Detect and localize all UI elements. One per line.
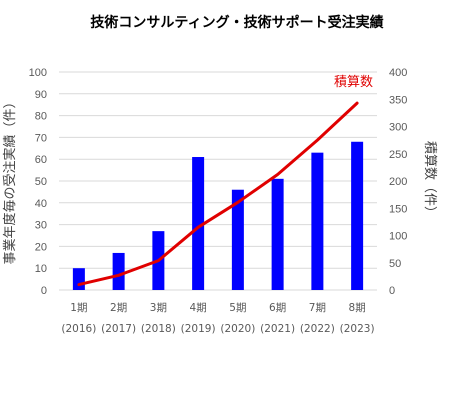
category-label-period: 2期 [110,302,127,314]
right-tick-label: 100 [389,231,407,243]
grid-lines [59,71,377,291]
left-axis-title: 事業年度毎の受注実績（件） [2,95,18,264]
cumulative-line-series [77,101,359,287]
right-tick-label: 400 [389,67,407,79]
right-tick-label: 0 [389,285,395,297]
right-axis-title: 積算数（件） [422,141,437,219]
category-label-period: 7期 [309,302,326,314]
bar [271,178,284,290]
cumulative-line [77,101,359,287]
left-tick-label: 90 [35,89,47,101]
right-tick-label: 300 [389,122,407,134]
cumulative-line-annotation: 積算数 [334,75,373,90]
bar [192,157,205,290]
category-label-period: 6期 [269,302,286,314]
category-label-year: (2019) [181,323,216,335]
category-axis-labels: 1期 (2016) 2期 (2017) 3期 (2018) 4期 (2019) 5期 (2020)… [61,302,374,335]
right-tick-label: 150 [389,203,407,215]
left-tick-label: 60 [35,154,47,166]
category-label-year: (2016) [61,323,96,335]
left-tick-label: 50 [35,176,47,188]
bar [72,268,85,290]
right-axis-ticks: 0 50 100 150 200 250 300 350 400 [389,67,407,297]
category-label-year: (2021) [260,323,295,335]
right-tick-label: 350 [389,94,407,106]
category-label-year: (2018) [141,323,176,335]
left-tick-label: 0 [41,285,47,297]
right-tick-label: 50 [389,258,401,270]
left-tick-label: 30 [35,220,47,232]
category-label-year: (2017) [101,323,136,335]
right-tick-label: 200 [389,176,407,188]
bar [311,152,324,290]
left-tick-label: 100 [29,67,47,79]
category-label-period: 3期 [150,302,167,314]
left-tick-label: 20 [35,241,47,253]
left-tick-label: 10 [35,263,47,275]
bar [112,252,125,290]
category-label-period: 4期 [190,302,207,314]
chart-title: 技術コンサルティング・技術サポート受注実績 [90,14,383,31]
bar [351,141,364,290]
category-label-year: (2023) [340,323,375,335]
left-tick-label: 40 [35,198,47,210]
category-label-period: 5期 [229,302,246,314]
left-axis-ticks: 0 10 20 30 40 50 60 70 80 90 100 [29,67,47,297]
bar [231,189,244,290]
right-tick-label: 250 [389,149,407,161]
left-tick-label: 80 [35,111,47,123]
category-label-year: (2020) [220,323,255,335]
category-label-period: 1期 [70,302,87,314]
category-label-period: 8期 [349,302,366,314]
left-tick-label: 70 [35,132,47,144]
category-label-year: (2022) [300,323,335,335]
